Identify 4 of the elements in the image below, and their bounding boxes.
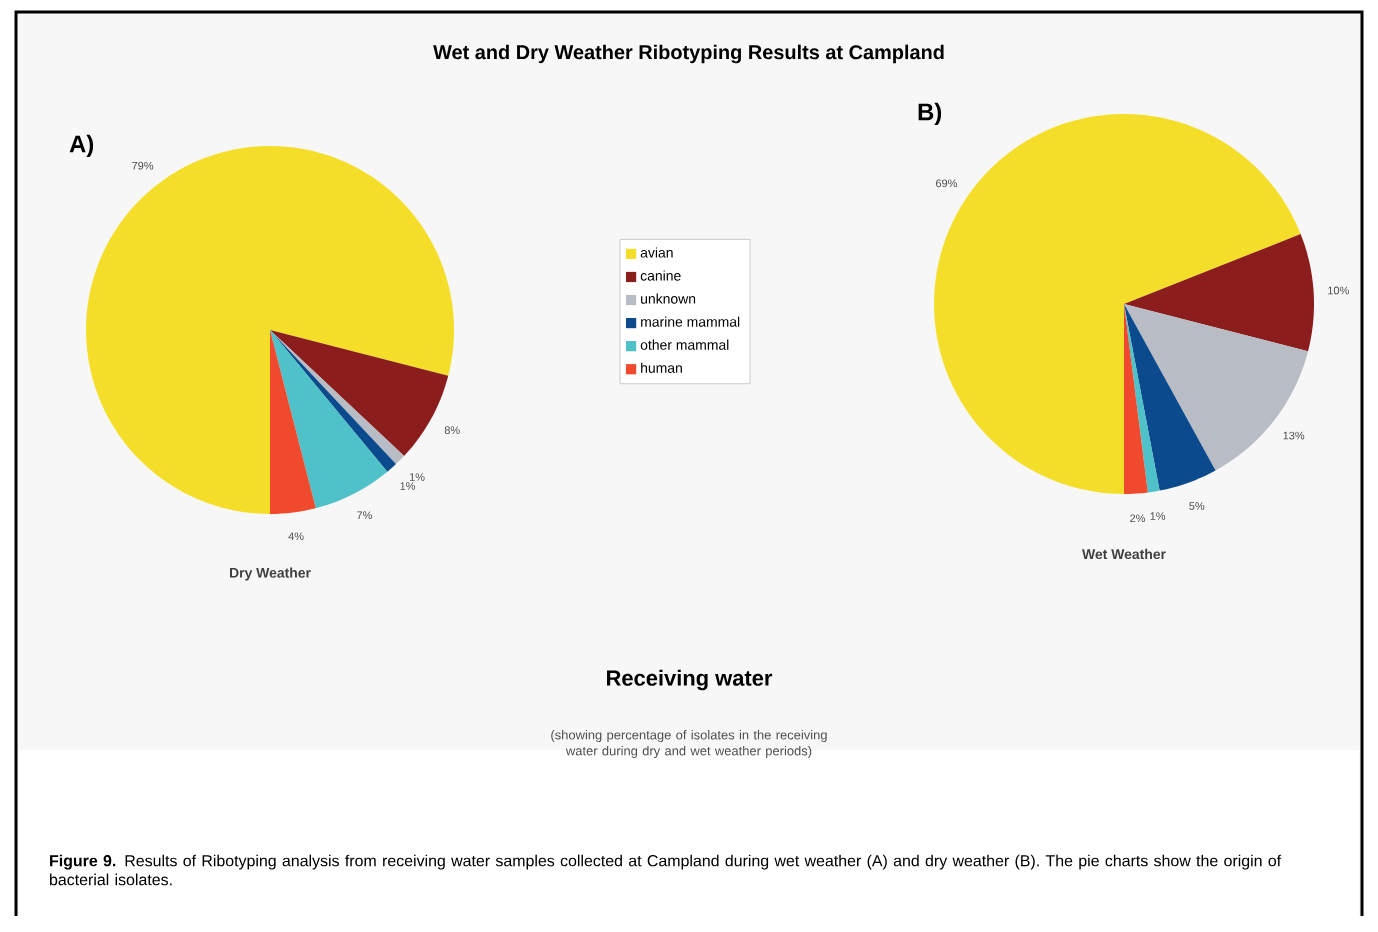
chart-subtitle: B) <box>918 102 942 126</box>
text: Receiving water <box>607 669 773 691</box>
chart-subtitle: A) <box>69 134 94 158</box>
chart-title: Wet and Dry Weather Ribotyping Results at Campland <box>433 44 944 64</box>
